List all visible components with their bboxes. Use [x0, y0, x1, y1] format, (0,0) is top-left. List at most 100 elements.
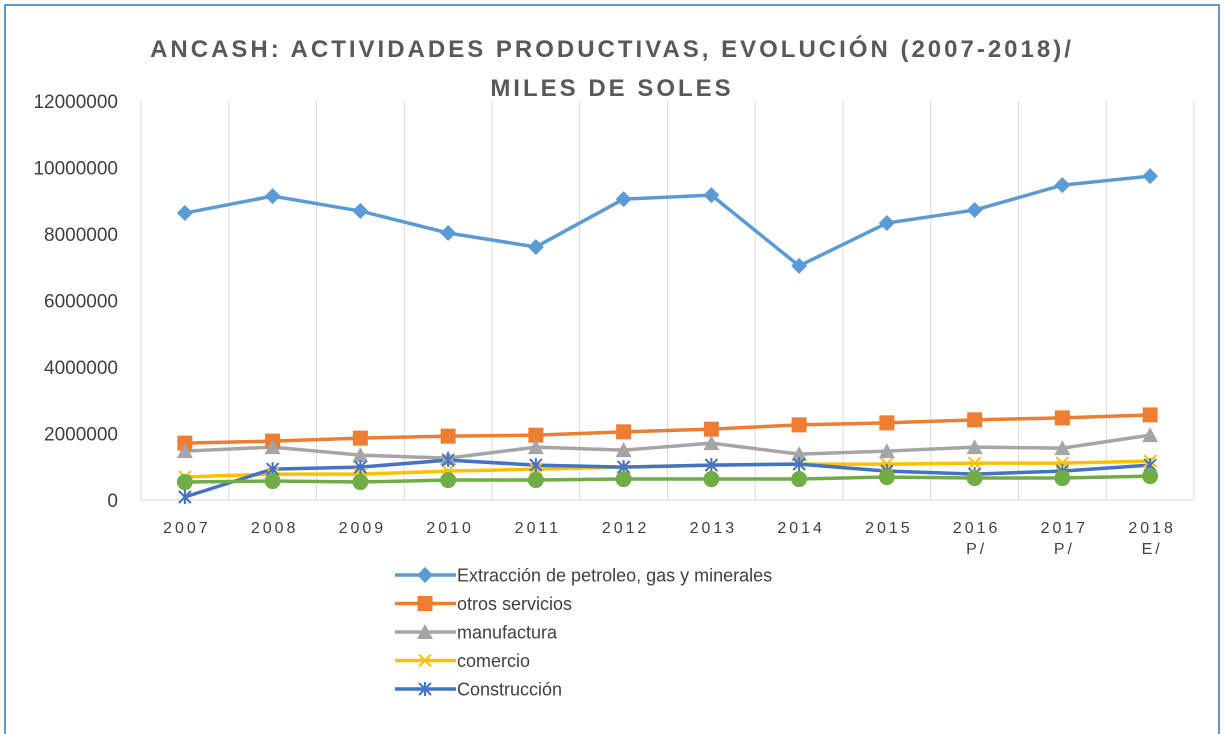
marker — [1054, 470, 1071, 487]
marker — [418, 653, 432, 668]
marker-shape — [352, 474, 369, 491]
marker — [791, 446, 808, 462]
marker-shape — [352, 447, 369, 463]
marker — [264, 439, 281, 455]
marker — [703, 421, 719, 437]
marker-shape — [528, 427, 544, 443]
marker-shape — [176, 443, 193, 459]
marker-shape — [264, 188, 281, 205]
marker-shape — [440, 225, 457, 242]
marker-shape — [352, 203, 369, 220]
marker — [441, 453, 455, 468]
x-tick-label: 2008 — [250, 520, 299, 537]
x-tick-label: 2010 — [426, 520, 474, 537]
marker-shape — [703, 187, 720, 204]
marker — [878, 215, 895, 232]
legend-label: Extracción de petroleo, gas y minerales — [457, 566, 772, 586]
marker — [178, 490, 192, 505]
marker-shape — [527, 238, 544, 255]
marker — [527, 439, 544, 455]
marker-shape — [703, 421, 719, 437]
marker-shape — [527, 439, 544, 455]
marker — [264, 188, 281, 205]
marker — [418, 682, 432, 696]
marker-shape — [703, 435, 720, 451]
marker-shape — [1142, 427, 1159, 443]
marker-shape — [527, 472, 544, 489]
marker — [1142, 407, 1158, 423]
marker-shape — [176, 474, 193, 491]
marker-shape — [1054, 440, 1071, 456]
marker — [966, 470, 983, 487]
marker — [1142, 427, 1159, 443]
marker — [1142, 468, 1159, 485]
marker-shape — [791, 417, 807, 433]
marker-shape — [615, 442, 632, 458]
marker — [615, 191, 632, 208]
marker-shape — [1054, 177, 1071, 194]
marker — [352, 430, 368, 446]
chart-title: ANCASH: ACTIVIDADES PRODUCTIVAS, EVOLUCI… — [150, 36, 1074, 102]
x-tick-label: 2012 — [601, 520, 650, 537]
y-tick-label: 6000000 — [44, 292, 118, 313]
marker-shape — [878, 215, 895, 232]
x-tick-label: 2009 — [338, 520, 387, 537]
marker — [440, 428, 456, 444]
marker-shape — [615, 191, 632, 208]
y-tick-label: 12000000 — [33, 92, 118, 113]
marker — [792, 457, 806, 472]
y-tick-label: 4000000 — [44, 358, 118, 379]
marker-shape — [878, 443, 895, 459]
marker-shape — [1142, 468, 1159, 485]
marker-shape — [418, 653, 432, 668]
series-line — [184, 174, 1151, 268]
marker — [615, 442, 632, 458]
y-tick-label: 2000000 — [44, 425, 118, 446]
x-tick-label: 2016 P/ — [952, 520, 1001, 558]
marker — [616, 424, 632, 440]
marker — [176, 205, 193, 222]
marker-shape — [1142, 168, 1159, 185]
marker — [264, 473, 281, 490]
marker — [176, 443, 193, 459]
marker-shape — [176, 205, 193, 222]
legend-label: manufactura — [457, 623, 558, 643]
marker — [966, 439, 983, 455]
series-line — [184, 458, 1151, 499]
marker — [791, 257, 808, 274]
marker — [529, 458, 543, 473]
marker — [352, 474, 369, 491]
marker-shape — [878, 469, 895, 486]
marker-shape — [967, 456, 982, 470]
series-line — [184, 474, 1151, 484]
marker-shape — [264, 439, 281, 455]
y-tick-label: 8000000 — [44, 225, 118, 246]
marker-shape — [791, 471, 808, 488]
marker-shape — [791, 257, 808, 274]
marker-shape — [417, 567, 433, 583]
marker-shape — [1054, 470, 1071, 487]
marker-shape — [966, 470, 983, 487]
series-line — [184, 413, 1151, 445]
marker — [704, 458, 719, 473]
marker — [879, 415, 895, 431]
marker — [1054, 410, 1070, 426]
marker-shape — [417, 596, 433, 611]
marker — [527, 472, 544, 489]
marker — [791, 417, 807, 433]
marker-shape — [440, 428, 456, 444]
x-tick-label: 2011 — [514, 520, 562, 537]
marker — [176, 474, 193, 491]
marker-shape — [1142, 407, 1158, 423]
marker — [967, 456, 982, 470]
marker-shape — [615, 471, 632, 488]
marker-shape — [791, 446, 808, 462]
marker — [527, 238, 544, 255]
marker — [352, 447, 369, 463]
marker-shape — [264, 473, 281, 490]
x-tick-label: 2017 P/ — [1040, 520, 1089, 558]
marker — [1054, 440, 1071, 456]
marker-shape — [352, 430, 368, 446]
